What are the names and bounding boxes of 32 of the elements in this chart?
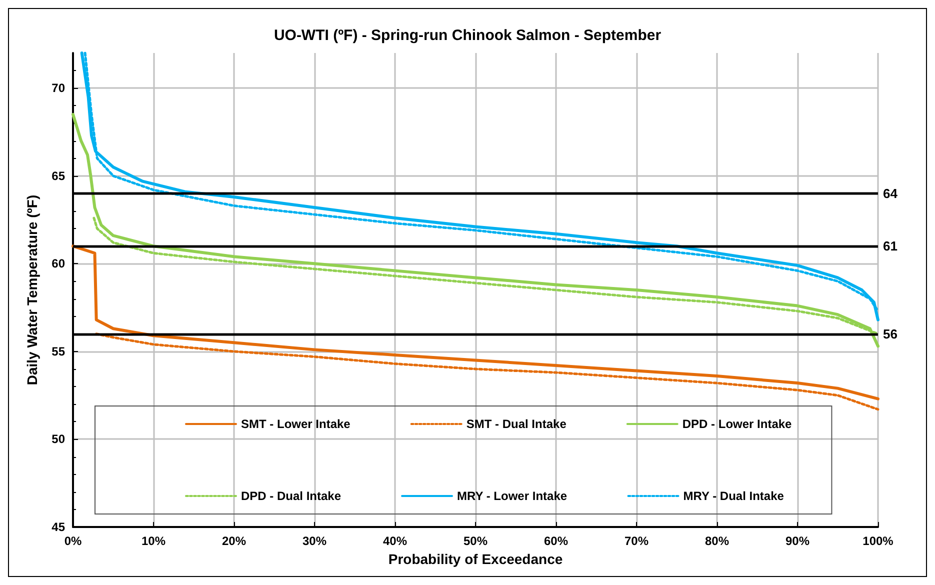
x-tick-label: 80% bbox=[704, 534, 730, 548]
y-tick-label: 60 bbox=[52, 256, 66, 271]
y-tick-label: 70 bbox=[52, 81, 66, 96]
legend-label: DPD - Dual Intake bbox=[241, 489, 342, 503]
line-series bbox=[72, 112, 880, 348]
legend-label: SMT - Lower Intake bbox=[241, 417, 351, 431]
legend-label: MRY - Dual Intake bbox=[683, 489, 784, 503]
x-tick-label: 10% bbox=[141, 534, 166, 548]
y-axis-title: Daily Water Temperature (ºF) bbox=[24, 194, 40, 386]
x-tick-label: 90% bbox=[785, 534, 810, 548]
legend-label: SMT - Dual Intake bbox=[466, 417, 567, 431]
x-tick-label: 70% bbox=[624, 534, 649, 548]
x-tick-label: 20% bbox=[222, 534, 246, 548]
y-tick-label: 65 bbox=[52, 168, 66, 183]
ref-line-label: 61 bbox=[883, 238, 898, 254]
y-tick-label: 55 bbox=[52, 344, 66, 358]
y-tick-label: 45 bbox=[52, 520, 66, 534]
x-tick-label: 30% bbox=[302, 534, 327, 548]
y-tick-label: 50 bbox=[52, 432, 66, 446]
x-tick-label: 40% bbox=[382, 534, 408, 548]
ref-line-label: 56 bbox=[883, 326, 898, 342]
line-series bbox=[72, 244, 880, 400]
ref-line-label: 64 bbox=[883, 186, 898, 201]
x-tick-label: 60% bbox=[544, 534, 568, 548]
x-tick-label: 0% bbox=[64, 534, 82, 548]
chart-title: UO-WTI (ºF) - Spring-run Chinook Salmon - September bbox=[274, 27, 662, 44]
x-tick-label: 50% bbox=[463, 534, 488, 548]
legend-label: MRY - Lower Intake bbox=[457, 489, 568, 503]
legend-label: DPD - Lower Intake bbox=[682, 417, 792, 431]
line-series bbox=[95, 332, 880, 411]
x-tick-label: 100% bbox=[862, 534, 894, 548]
x-axis-title: Probability of Exceedance bbox=[388, 550, 563, 567]
